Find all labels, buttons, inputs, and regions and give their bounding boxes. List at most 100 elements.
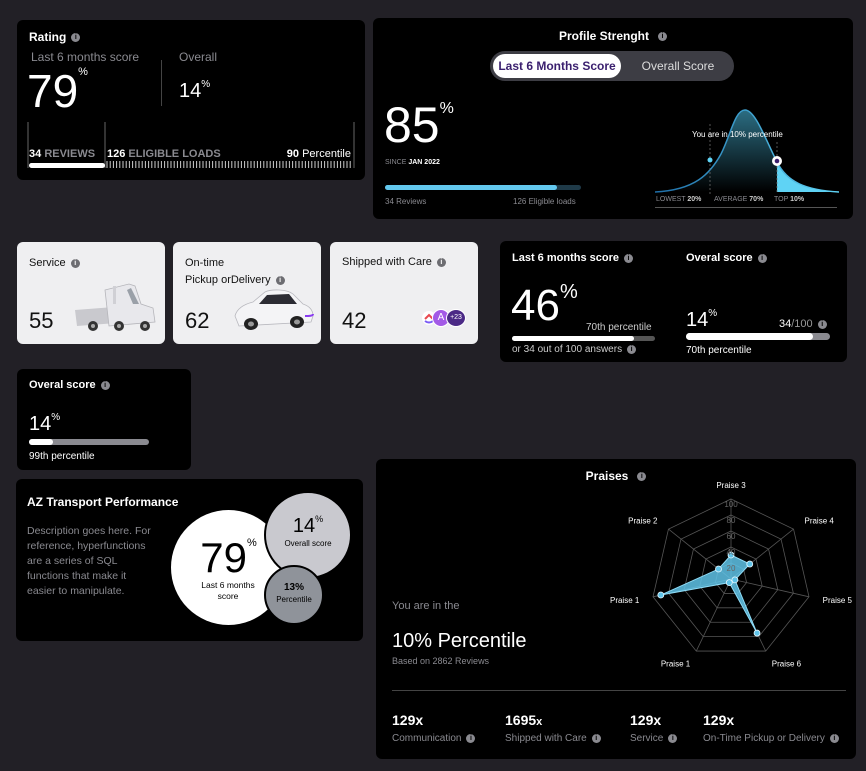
radar-data-point xyxy=(753,629,761,637)
info-icon[interactable]: i xyxy=(71,33,81,43)
az-mid-value: 14 xyxy=(292,515,316,537)
info-icon[interactable]: i xyxy=(668,733,678,743)
info-icon[interactable]: i xyxy=(275,275,285,285)
radar-axis-label: Praise 2 xyxy=(628,516,658,525)
shipped-card: Shipped with Care i 42 A +23 xyxy=(330,242,478,344)
praises-you-are: You are in the xyxy=(392,600,460,612)
radar-axis-label: Praise 5 xyxy=(823,596,853,605)
radar-tick-label: 20 xyxy=(727,564,736,573)
service-label: Service xyxy=(29,257,66,269)
overall-small-value: 14 xyxy=(29,413,52,435)
profile-title: Profile Strenght xyxy=(558,29,649,43)
radar-axis-line xyxy=(730,578,810,598)
overal-progress-track xyxy=(686,333,830,340)
radar-tick-label: 80 xyxy=(727,516,736,525)
curve-label: You are in 10% percentile xyxy=(692,130,783,139)
info-icon[interactable]: i xyxy=(637,472,647,482)
radar-tick-label: 60 xyxy=(727,532,736,541)
info-icon[interactable]: i xyxy=(829,733,839,743)
distribution-curve xyxy=(655,109,839,194)
radar-data-point xyxy=(746,560,754,568)
profile-strength-card: Profile Strenght i Last 6 Months Score Ov… xyxy=(373,18,853,219)
last6-label: Last 6 months score xyxy=(31,50,140,64)
radar-grid-ring xyxy=(683,530,779,623)
info-icon[interactable]: i xyxy=(817,319,827,329)
radar-axis-label: Praise 3 xyxy=(716,481,746,490)
praises-percentile: 10% Percentile xyxy=(392,630,527,652)
last6-percentile: 70th percentile xyxy=(586,322,652,333)
overall-small-title: Overal score xyxy=(29,379,96,391)
praises-card: Praises i You are in the 10% Percentile B… xyxy=(376,459,856,759)
since-value: JAN 2022 xyxy=(408,159,440,166)
shipped-label: Shipped with Care xyxy=(342,256,432,268)
radar-axis-line xyxy=(695,578,732,652)
info-icon[interactable]: i xyxy=(757,253,767,263)
radar-tick-label: 100 xyxy=(724,500,738,509)
avatar-more: +23 xyxy=(446,309,466,327)
radar-grid-ring xyxy=(699,546,763,609)
praises-based: Based on 2862 Reviews xyxy=(392,656,490,666)
overal-value: 14 xyxy=(686,309,709,331)
stat-service: 129x Service i xyxy=(630,712,678,744)
praises-radar-chart: 100 80 60 40 20 Praise 3 Praise 4 Praise 5 Prais… xyxy=(610,481,853,669)
info-icon[interactable]: i xyxy=(623,253,633,263)
profile-score: 85 xyxy=(384,97,440,153)
radar-axis-label: Praise 6 xyxy=(772,660,802,669)
ontime-card: On-time Pickup orDelivery i 62 xyxy=(173,242,321,344)
overall-label: Overall xyxy=(179,50,218,64)
radar-tick-label: 40 xyxy=(727,548,736,557)
info-icon[interactable]: i xyxy=(627,344,637,354)
reviews-label: REVIEWS xyxy=(44,148,96,160)
info-icon[interactable]: i xyxy=(591,733,601,743)
radar-data-point xyxy=(657,591,665,599)
rating-ticks xyxy=(27,122,355,168)
info-icon[interactable]: i xyxy=(70,258,80,268)
overal-percentile: 70th percentile xyxy=(686,345,752,356)
profile-loads: 126 Eligible loads xyxy=(513,197,576,206)
stat-value: 129x xyxy=(703,712,735,728)
reviews-count: 34 xyxy=(29,148,42,160)
mid-score-circle: 14% Overall score xyxy=(264,491,352,579)
rating-title: Rating xyxy=(29,30,67,44)
info-icon[interactable]: i xyxy=(100,380,110,390)
profile-progress-fill xyxy=(385,185,558,190)
last6-answers: or 34 out of 100 answers xyxy=(512,344,623,355)
percentile-value: 90 xyxy=(286,148,300,160)
last6-progress-fill xyxy=(512,336,634,341)
info-icon[interactable]: i xyxy=(466,733,476,743)
overall-value: 14 xyxy=(179,80,202,102)
overall-score-card: Overal score i 14% 99th percentile xyxy=(17,369,191,470)
loads-count: 126 xyxy=(107,148,126,160)
az-description: Description goes here. For reference, hy… xyxy=(27,525,151,597)
radar-data-area xyxy=(660,554,758,634)
tab-overall-score[interactable]: Overall Score xyxy=(641,59,715,73)
tab-last-6-months[interactable]: Last 6 Months Score xyxy=(493,54,621,78)
top-value: 10% xyxy=(790,196,805,203)
radar-data-point xyxy=(725,579,733,587)
stat-value: 129x xyxy=(630,712,662,728)
az-mid-label: Overall score xyxy=(284,539,332,548)
since-label: SINCE xyxy=(385,159,407,166)
overal-fraction-den: /100 xyxy=(791,318,813,330)
stat-label: On-Time Pickup or Delivery xyxy=(703,733,825,744)
radar-grid-ring xyxy=(652,498,810,652)
stat-label: Service xyxy=(630,733,664,744)
truck-icon xyxy=(75,283,156,331)
overall-small-progress-track xyxy=(29,439,149,445)
az-title: AZ Transport Performance xyxy=(27,495,179,509)
info-icon[interactable]: i xyxy=(658,32,667,42)
distribution-axis xyxy=(655,207,837,208)
last6-progress-track xyxy=(512,336,655,341)
info-icon[interactable]: i xyxy=(436,257,446,267)
rating-card: Rating i Last 6 months score 79% Overall … xyxy=(17,20,365,180)
profile-progress-track xyxy=(385,185,581,190)
overal-progress-fill xyxy=(686,333,813,340)
top-label: TOP xyxy=(774,196,789,203)
avatar-group[interactable]: A +23 xyxy=(422,309,468,327)
ontime-value: 62 xyxy=(185,308,210,333)
ontime-label-line2: Pickup orDelivery xyxy=(185,274,271,286)
overal-fraction-num: 34 xyxy=(779,318,792,330)
score-tabs: Last 6 Months Score Overall Score xyxy=(490,51,734,81)
last6-score: 46 xyxy=(511,281,560,330)
stat-shipped-with-care: 1695x Shipped with Care i xyxy=(505,712,601,744)
